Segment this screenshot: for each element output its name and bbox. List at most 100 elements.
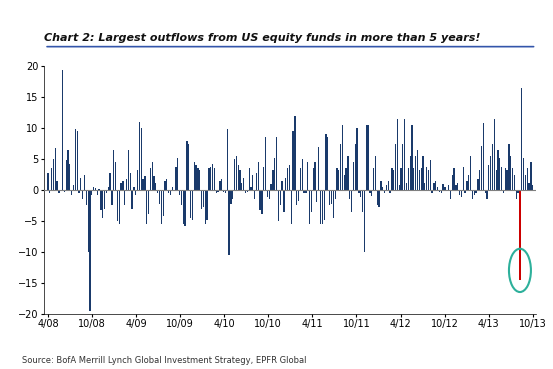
Text: Chart 2: Largest outflows from US equity funds in more than 5 years!: Chart 2: Largest outflows from US equity… xyxy=(44,34,481,44)
Bar xyxy=(389,190,390,193)
Text: Source: BofA Merrill Lynch Global Investment Strategy, EPFR Global: Source: BofA Merrill Lynch Global Invest… xyxy=(22,356,306,365)
Bar xyxy=(322,190,323,224)
Bar xyxy=(434,183,435,190)
Bar xyxy=(75,130,76,190)
Bar xyxy=(283,190,285,212)
Bar xyxy=(293,131,294,190)
Bar xyxy=(477,179,478,190)
Bar xyxy=(428,170,429,190)
Bar xyxy=(494,119,495,190)
Bar xyxy=(174,190,175,191)
Bar xyxy=(384,190,385,193)
Bar xyxy=(166,179,168,190)
Bar xyxy=(219,181,221,190)
Bar xyxy=(369,190,371,193)
Bar xyxy=(375,156,376,190)
Bar xyxy=(402,144,404,190)
Bar xyxy=(60,190,61,191)
Bar xyxy=(529,183,530,190)
Bar xyxy=(492,144,493,190)
Bar xyxy=(113,150,114,190)
Bar xyxy=(259,190,261,210)
Bar xyxy=(378,190,380,207)
Bar xyxy=(523,158,524,190)
Bar xyxy=(117,190,118,221)
Bar xyxy=(56,181,58,190)
Bar xyxy=(521,88,523,190)
Bar xyxy=(71,190,72,195)
Bar xyxy=(329,190,330,206)
Bar xyxy=(335,190,336,199)
Bar xyxy=(298,190,299,201)
Bar xyxy=(362,190,363,212)
Bar xyxy=(285,178,286,190)
Bar xyxy=(248,168,250,190)
Bar xyxy=(155,183,156,190)
Bar xyxy=(55,148,56,190)
Bar xyxy=(135,190,137,195)
Bar xyxy=(442,184,444,190)
Bar xyxy=(177,158,179,190)
Bar xyxy=(87,190,89,252)
Bar xyxy=(51,168,52,190)
Bar xyxy=(296,190,298,206)
Bar xyxy=(69,164,70,190)
Bar xyxy=(408,168,409,190)
Bar xyxy=(316,190,317,203)
Bar xyxy=(115,162,116,190)
Bar xyxy=(185,190,186,226)
Bar xyxy=(503,190,504,193)
Bar xyxy=(484,190,486,193)
Bar xyxy=(530,162,531,190)
Bar xyxy=(164,181,166,190)
Bar xyxy=(318,147,319,190)
Bar xyxy=(168,190,169,193)
Bar xyxy=(150,168,151,190)
Bar xyxy=(360,190,362,197)
Bar xyxy=(182,190,184,224)
Bar xyxy=(86,190,87,206)
Bar xyxy=(294,116,295,190)
Bar xyxy=(510,156,512,190)
Bar xyxy=(419,170,420,190)
Bar xyxy=(466,181,467,190)
Bar xyxy=(272,170,274,190)
Bar xyxy=(93,187,94,190)
Bar xyxy=(210,166,211,190)
Bar xyxy=(252,175,253,190)
Bar xyxy=(371,190,372,196)
Bar xyxy=(258,162,259,190)
Bar xyxy=(228,190,229,255)
Bar xyxy=(304,190,305,193)
Bar xyxy=(508,144,510,190)
Bar xyxy=(79,190,80,193)
Bar xyxy=(512,168,513,190)
Bar xyxy=(377,190,378,206)
Bar xyxy=(122,181,123,190)
Bar xyxy=(143,179,144,190)
Bar xyxy=(66,161,67,190)
Bar xyxy=(148,190,149,214)
Bar xyxy=(128,150,129,190)
Bar xyxy=(287,168,288,190)
Bar xyxy=(406,183,407,190)
Bar xyxy=(278,190,279,221)
Bar xyxy=(129,173,131,190)
Bar xyxy=(232,190,233,199)
Bar xyxy=(280,190,281,206)
Bar xyxy=(241,183,242,190)
Bar xyxy=(251,187,252,190)
Bar xyxy=(395,144,396,190)
Bar xyxy=(457,183,458,190)
Bar xyxy=(327,138,328,190)
Bar xyxy=(342,125,343,190)
Bar xyxy=(80,178,81,190)
Bar xyxy=(340,144,341,190)
Bar xyxy=(243,178,244,190)
Bar xyxy=(505,168,506,190)
Bar xyxy=(324,190,325,220)
Bar xyxy=(483,123,484,190)
Bar xyxy=(106,190,107,193)
Bar xyxy=(199,170,200,190)
Bar xyxy=(256,173,257,190)
